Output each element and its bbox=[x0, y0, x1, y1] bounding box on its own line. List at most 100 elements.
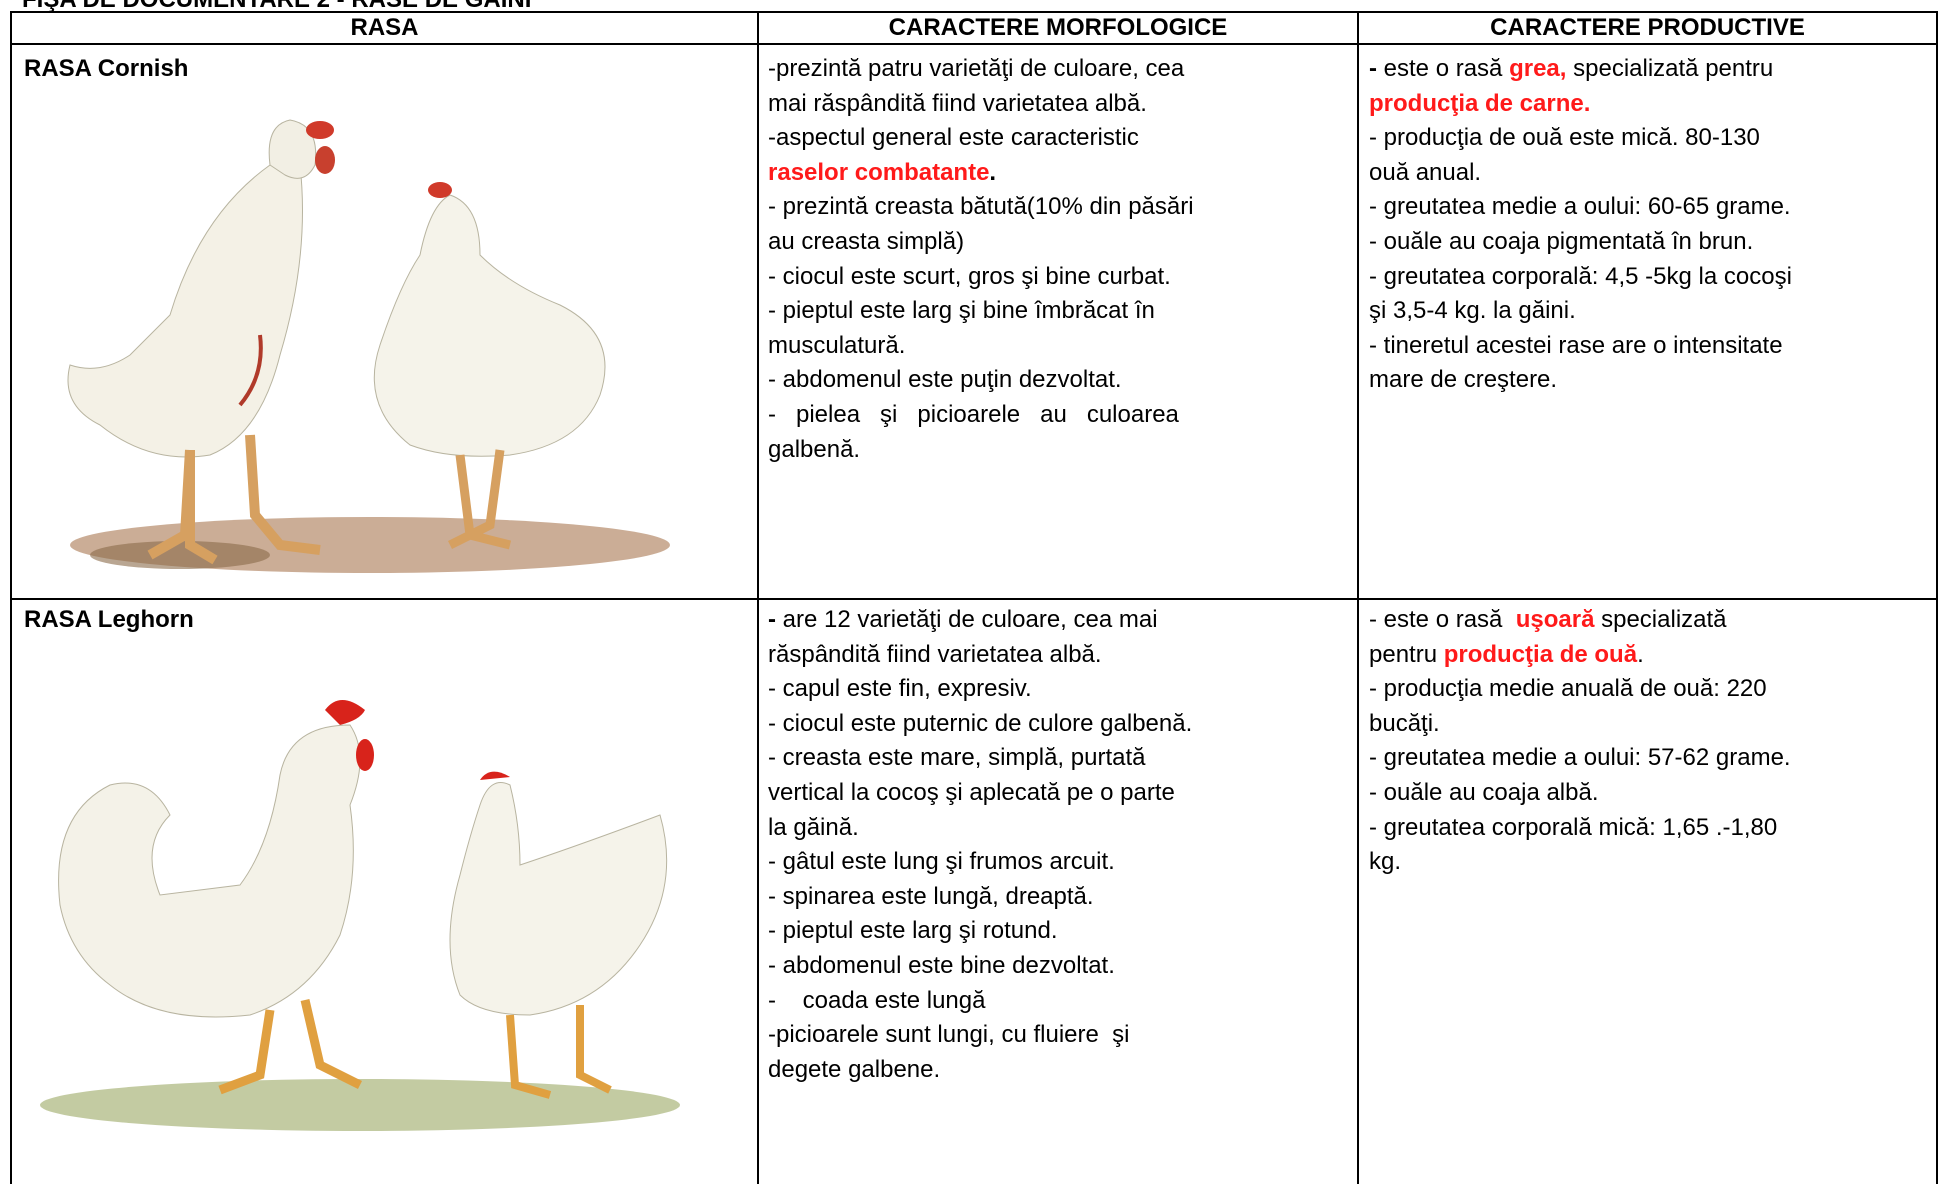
text-segment: vertical la cocoş şi aplecată pe o parte bbox=[768, 778, 1175, 806]
text-line: ouă anual. bbox=[1369, 156, 1934, 191]
text-segment: pentru bbox=[1369, 640, 1444, 668]
text-segment: - producţia de ouă este mică. 80-130 bbox=[1369, 124, 1760, 152]
text-line: mai răspândită fiind varietatea albă. bbox=[768, 87, 1353, 122]
text-line: - este o rasă grea, specializată pentru bbox=[1369, 52, 1934, 87]
text-segment: - pieptul este larg şi bine îmbrăcat în bbox=[768, 297, 1155, 325]
text-segment: ouă anual. bbox=[1369, 158, 1482, 186]
text-line: - ciocul este puternic de culore galbenă… bbox=[768, 707, 1353, 742]
text-line: - pieptul este larg şi bine îmbrăcat în bbox=[768, 294, 1353, 329]
column-header: CARACTERE MORFOLOGICE bbox=[888, 14, 1228, 41]
text-segment: - prezintă creasta bătută(10% din păsări bbox=[768, 193, 1194, 221]
text-segment: . bbox=[1637, 640, 1644, 668]
text-line: - ciocul este scurt, gros şi bine curbat… bbox=[768, 260, 1353, 295]
text-segment: mare de creştere. bbox=[1369, 366, 1558, 394]
text-line: -prezintă patru varietăţi de culoare, ce… bbox=[768, 52, 1353, 87]
cornish-illustration bbox=[67, 119, 670, 573]
text-line: - spinarea este lungă, dreaptă. bbox=[768, 880, 1353, 915]
highlight: raselor combatante bbox=[768, 158, 990, 186]
text-line: - greutatea corporală mică: 1,65 .-1,80 bbox=[1369, 811, 1934, 846]
text-line: şi 3,5-4 kg. la găini. bbox=[1369, 294, 1934, 329]
text-line: răspândită fiind varietatea albă. bbox=[768, 638, 1353, 673]
text-segment: - ciocul este scurt, gros şi bine curbat… bbox=[768, 262, 1171, 290]
leghorn-illustration bbox=[40, 700, 680, 1131]
text-line: - capul este fin, expresiv. bbox=[768, 672, 1353, 707]
text-line: vertical la cocoş şi aplecată pe o parte bbox=[768, 776, 1353, 811]
text-line: producţia de carne. bbox=[1369, 87, 1934, 122]
text-line: - ouăle au coaja pigmentată în brun. bbox=[1369, 225, 1934, 260]
text-segment: - ouăle au coaja pigmentată în brun. bbox=[1369, 227, 1754, 255]
text-line: - abdomenul este bine dezvoltat. bbox=[768, 949, 1353, 984]
text-line: - abdomenul este puţin dezvoltat. bbox=[768, 363, 1353, 398]
text-segment: -picioarele sunt lungi, cu fluiere şi bbox=[768, 1021, 1130, 1049]
text-segment: -aspectul general este caracteristic bbox=[768, 124, 1139, 152]
highlight: producţia de carne. bbox=[1369, 89, 1591, 117]
text-line: - pieptul este larg şi rotund. bbox=[768, 914, 1353, 949]
table-border bbox=[757, 11, 759, 1184]
table-border bbox=[10, 598, 1938, 600]
text-segment: degete galbene. bbox=[768, 1055, 941, 1083]
text-line: pentru producţia de ouă. bbox=[1369, 638, 1934, 673]
text-line: mare de creştere. bbox=[1369, 363, 1934, 398]
text-line: degete galbene. bbox=[768, 1053, 1353, 1088]
column-header: CARACTERE PRODUCTIVE bbox=[1490, 14, 1805, 41]
bold-segment: - bbox=[768, 606, 776, 633]
text-line: - creasta este mare, simplă, purtată bbox=[768, 741, 1353, 776]
text-segment: - pielea şi picioarele au culoarea bbox=[768, 400, 1179, 428]
text-segment: kg. bbox=[1369, 848, 1402, 876]
breed-name: RASA Cornish bbox=[24, 55, 189, 82]
table-border bbox=[10, 11, 12, 1184]
text-line: bucăţi. bbox=[1369, 707, 1934, 742]
text-line: - are 12 varietăţi de culoare, cea mai bbox=[768, 603, 1353, 638]
document-title: FIŞA DE DOCUMENTARE 2 - RASE DE GĂINI bbox=[22, 0, 531, 14]
text-segment: musculatură. bbox=[768, 331, 906, 359]
text-segment: - producţia medie anuală de ouă: 220 bbox=[1369, 675, 1767, 703]
text-segment: răspândită fiind varietatea albă. bbox=[768, 640, 1102, 668]
text-line: - coada este lungă bbox=[768, 984, 1353, 1019]
text-line: - greutatea medie a oului: 57-62 grame. bbox=[1369, 741, 1934, 776]
text-line: - pielea şi picioarele au culoarea bbox=[768, 398, 1353, 433]
text-segment: mai răspândită fiind varietatea albă. bbox=[768, 89, 1147, 117]
text-segment: specializată pentru bbox=[1566, 55, 1774, 82]
text-segment: are 12 varietăţi de culoare, cea mai bbox=[776, 606, 1158, 633]
text-segment: - tineretul acestei rase are o intensita… bbox=[1369, 331, 1783, 359]
morphological-text: - are 12 varietăţi de culoare, cea mai ră… bbox=[768, 603, 1353, 1087]
column-header: RASA bbox=[350, 14, 419, 41]
table-border bbox=[10, 11, 1938, 13]
text-line: - greutatea medie a oului: 60-65 grame. bbox=[1369, 190, 1934, 225]
text-line: - tineretul acestei rase are o intensita… bbox=[1369, 329, 1934, 364]
text-segment: - abdomenul este bine dezvoltat. bbox=[768, 951, 1115, 979]
text-segment: - ouăle au coaja albă. bbox=[1369, 778, 1599, 806]
text-segment: au creasta simplă) bbox=[768, 227, 965, 255]
text-line: - prezintă creasta bătută(10% din păsări bbox=[768, 190, 1353, 225]
text-segment: - greutatea corporală mică: 1,65 .-1,80 bbox=[1369, 813, 1778, 841]
productive-text: - este o rasă uşoară specializată pentru … bbox=[1369, 603, 1934, 880]
breed-name: RASA Leghorn bbox=[24, 606, 194, 633]
highlight: producţia de ouă bbox=[1443, 640, 1638, 668]
text-segment: bucăţi. bbox=[1369, 709, 1440, 737]
highlight: grea, bbox=[1509, 55, 1567, 82]
text-line: -picioarele sunt lungi, cu fluiere şi bbox=[768, 1018, 1353, 1053]
text-segment: - este o rasă bbox=[1369, 606, 1516, 633]
text-segment: la găină. bbox=[768, 813, 859, 841]
text-line: -aspectul general este caracteristic bbox=[768, 121, 1353, 156]
text-segment: şi 3,5-4 kg. la găini. bbox=[1369, 297, 1576, 325]
table-border bbox=[10, 43, 1938, 45]
text-segment: - greutatea medie a oului: 57-62 grame. bbox=[1369, 744, 1791, 772]
text-line: raselor combatante. bbox=[768, 156, 1353, 191]
text-segment: - coada este lungă bbox=[768, 986, 986, 1014]
bold-segment: - bbox=[1369, 55, 1377, 82]
text-segment: - creasta este mare, simplă, purtată bbox=[768, 744, 1146, 772]
text-segment: - abdomenul este puţin dezvoltat. bbox=[768, 366, 1122, 394]
text-line: musculatură. bbox=[768, 329, 1353, 364]
text-segment: galbenă. bbox=[768, 435, 861, 463]
text-line: au creasta simplă) bbox=[768, 225, 1353, 260]
table-border bbox=[1357, 11, 1359, 1184]
text-segment: - pieptul este larg şi rotund. bbox=[768, 917, 1058, 945]
morphological-text: -prezintă patru varietăţi de culoare, ce… bbox=[768, 52, 1353, 467]
highlight: uşoară bbox=[1515, 606, 1595, 633]
table-border bbox=[1936, 11, 1938, 1184]
text-line: - greutatea corporală: 4,5 -5kg la cocoş… bbox=[1369, 260, 1934, 295]
text-segment: - ciocul este puternic de culore galbenă… bbox=[768, 709, 1193, 737]
text-line: - ouăle au coaja albă. bbox=[1369, 776, 1934, 811]
